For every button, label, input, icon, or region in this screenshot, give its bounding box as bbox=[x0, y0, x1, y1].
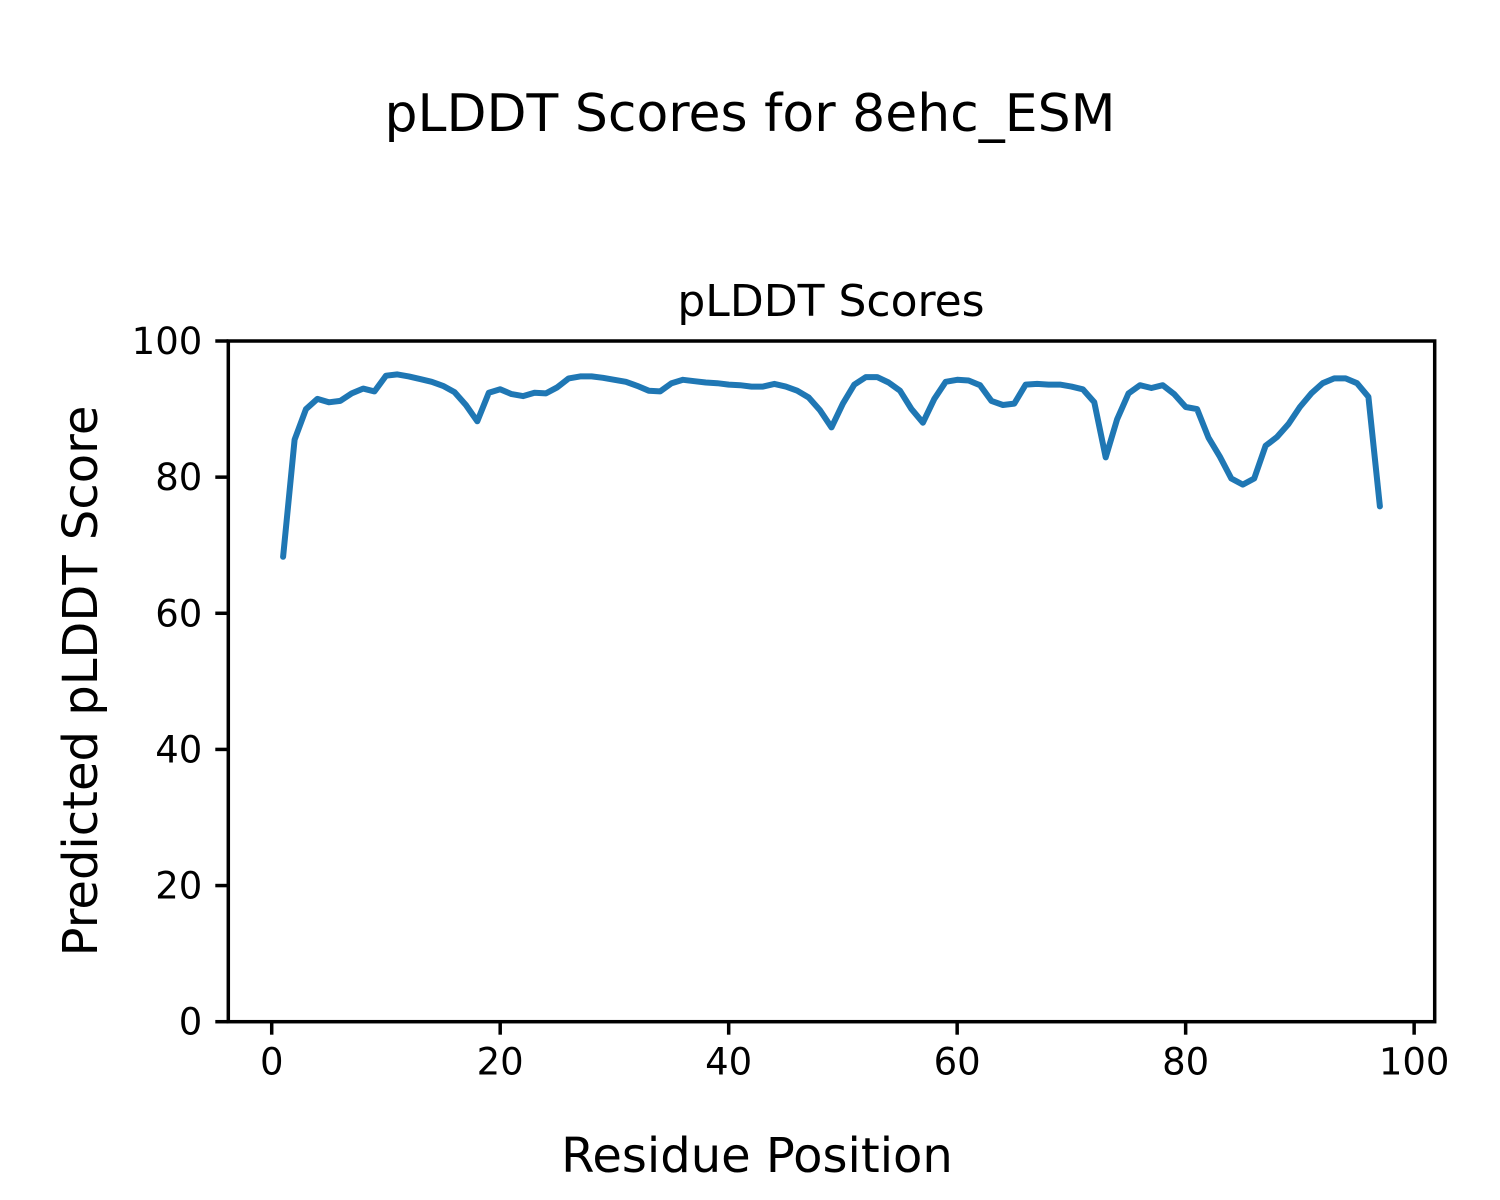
y-tick-label: 100 bbox=[132, 320, 203, 363]
x-tick-label: 20 bbox=[477, 1041, 524, 1084]
x-axis-label: Residue Position bbox=[561, 1128, 953, 1184]
x-tick-label: 60 bbox=[934, 1041, 981, 1084]
plddt-score-line bbox=[280, 371, 1383, 560]
y-tick-label: 40 bbox=[155, 728, 202, 771]
y-tick-label: 0 bbox=[179, 1001, 203, 1044]
figure-title: pLDDT Scores for 8ehc_ESM bbox=[385, 84, 1116, 144]
x-tick-label: 0 bbox=[260, 1041, 284, 1084]
x-tick-label: 80 bbox=[1162, 1041, 1209, 1084]
x-tick-label: 40 bbox=[705, 1041, 752, 1084]
x-axis-ticks: 0 20 40 60 80 100 bbox=[260, 1021, 1450, 1084]
y-axis-ticks: 0 20 40 60 80 100 bbox=[132, 320, 229, 1044]
y-tick-label: 60 bbox=[155, 592, 202, 635]
y-tick-label: 20 bbox=[155, 865, 202, 908]
y-axis-label: Predicted pLDDT Score bbox=[53, 406, 109, 957]
x-tick-label: 100 bbox=[1379, 1041, 1450, 1084]
axes-title: pLDDT Scores bbox=[677, 276, 984, 327]
plot-frame-spines bbox=[226, 339, 1437, 1024]
y-tick-label: 80 bbox=[155, 456, 202, 499]
